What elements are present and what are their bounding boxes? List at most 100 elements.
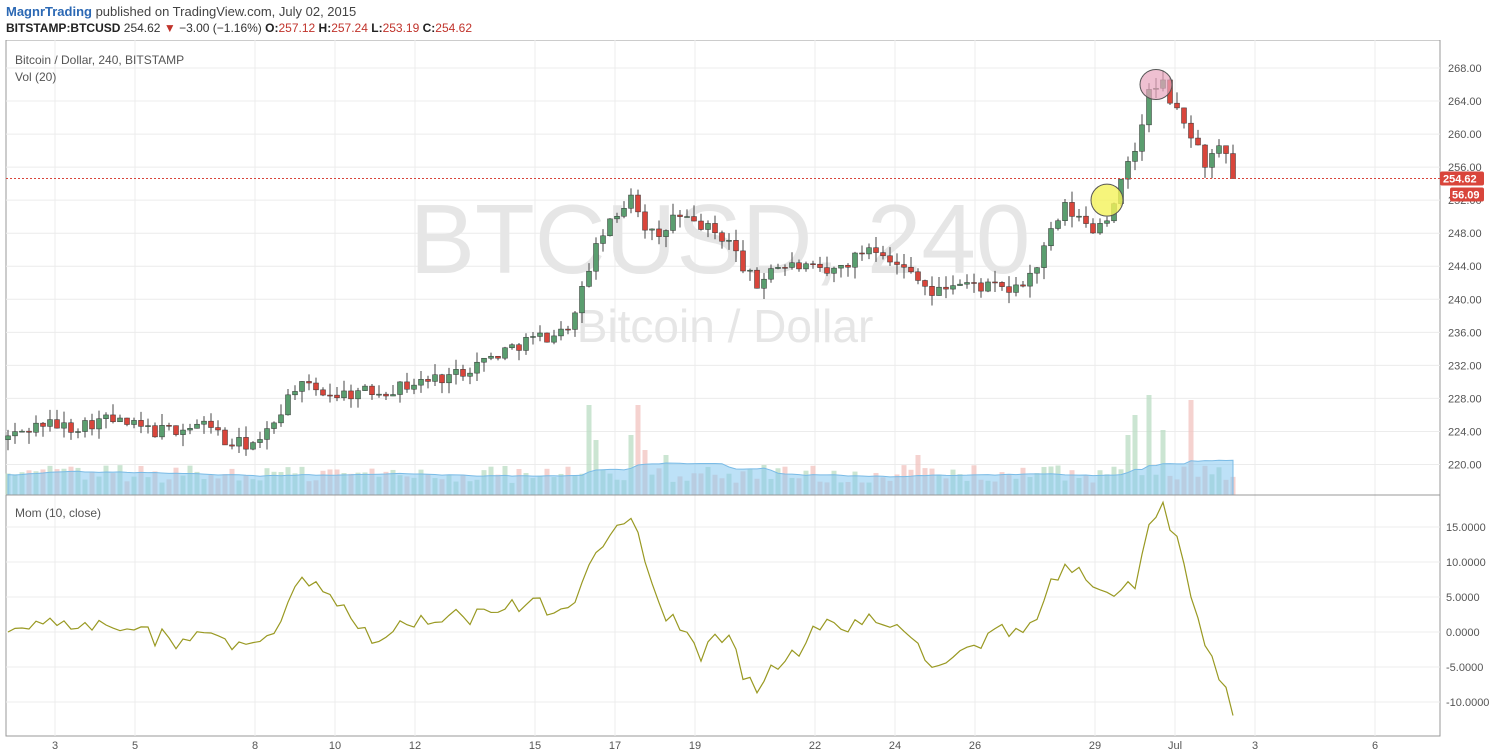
candle-body	[47, 419, 53, 427]
candle-body	[614, 216, 620, 220]
publish-text: published on TradingView.com, July 02, 2…	[95, 4, 357, 19]
time-tick-label: 29	[1089, 740, 1101, 751]
chart-area[interactable]: BTCUSD, 240 Bitcoin / Dollar 268.00264.0…	[0, 40, 1504, 751]
candle-body	[117, 417, 123, 423]
candle-body	[264, 428, 270, 440]
candle-body	[873, 247, 879, 253]
volume-bar	[1132, 415, 1138, 495]
candle-body	[1097, 223, 1103, 234]
candle-body	[649, 228, 655, 231]
candle-body	[593, 243, 599, 272]
candle-body	[684, 216, 690, 218]
candle-body	[789, 262, 795, 268]
candle-body	[481, 357, 487, 363]
candle-body	[313, 382, 319, 391]
price-tick-label: 268.00	[1448, 63, 1482, 75]
close-value: 254.62	[435, 21, 472, 35]
candle-body	[579, 286, 585, 314]
price-tick-label: 236.00	[1448, 327, 1482, 339]
price-axis[interactable]: 268.00264.00260.00256.00252.00248.00244.…	[1448, 63, 1482, 471]
candle-body	[418, 379, 424, 386]
candle-body	[89, 420, 95, 430]
candle-body	[838, 264, 844, 269]
price-tick-label: 248.00	[1448, 228, 1482, 240]
candle-body	[943, 286, 949, 290]
candle-body	[1090, 223, 1096, 234]
candle-body	[166, 425, 172, 427]
candle-body	[978, 282, 984, 292]
candle-body	[775, 267, 781, 269]
candle-body	[1216, 145, 1222, 154]
candle-body	[1181, 107, 1187, 124]
time-tick-label: 12	[409, 740, 421, 751]
candle-body	[180, 429, 186, 435]
volume-label: Vol (20)	[15, 70, 56, 84]
candle-body	[334, 394, 340, 399]
candle-body	[33, 422, 39, 433]
price-tick-label: 260.00	[1448, 129, 1482, 141]
price-tick-label: 256.00	[1448, 162, 1482, 174]
candle-body	[257, 439, 263, 443]
candle-body	[663, 230, 669, 237]
grid	[6, 40, 1440, 736]
author-link[interactable]: MagnrTrading	[6, 4, 92, 19]
candle-body	[740, 250, 746, 272]
candle-body	[502, 347, 508, 359]
candle-body	[152, 425, 158, 438]
time-tick-label: 3	[1252, 740, 1258, 751]
candle-body	[54, 419, 60, 429]
volume-bar	[1160, 430, 1166, 495]
candle-body	[1209, 153, 1215, 168]
price-tick-label: 232.00	[1448, 360, 1482, 372]
candle-body	[572, 312, 578, 330]
candle-body	[145, 425, 151, 427]
candle-body	[544, 332, 550, 343]
candle-body	[159, 425, 165, 438]
candle-body	[124, 417, 130, 425]
candle-body	[845, 264, 851, 268]
time-tick-label: 24	[889, 740, 901, 751]
candle-body	[1174, 102, 1180, 109]
candle-body	[1027, 272, 1033, 287]
candle-body	[712, 223, 718, 234]
candle-body	[474, 361, 480, 374]
momentum-tick-label: -5.0000	[1446, 662, 1483, 674]
momentum-tick-label: 10.0000	[1446, 557, 1486, 569]
candle-body	[964, 282, 970, 285]
candle-body	[495, 355, 501, 359]
time-tick-label: 3	[52, 740, 58, 751]
candle-body	[971, 282, 977, 284]
momentum-tick-label: 0.0000	[1446, 627, 1480, 639]
candlesticks	[5, 70, 1236, 456]
candle-body	[1202, 144, 1208, 168]
candle-body	[82, 420, 88, 432]
candle-body	[1223, 145, 1229, 154]
candle-body	[96, 418, 102, 430]
candle-body	[383, 393, 389, 397]
time-axis[interactable]: 3 5 8 10 12 15 17 19 22 24 26 29 Jul 3 6	[52, 740, 1378, 751]
candle-body	[1104, 220, 1110, 224]
candle-body	[1230, 153, 1236, 179]
momentum-tick-label: 15.0000	[1446, 522, 1486, 534]
candle-body	[1132, 151, 1138, 162]
candle-body	[19, 430, 25, 433]
candle-body	[950, 285, 956, 290]
candle-body	[215, 427, 221, 431]
candle-body	[446, 374, 452, 384]
momentum-axis[interactable]: 15.0000 10.0000 5.0000 0.0000 -5.0000 -10.000…	[1446, 522, 1489, 709]
candle-body	[621, 208, 627, 217]
candle-body	[1006, 286, 1012, 293]
candle-body	[733, 240, 739, 252]
candle-body	[565, 328, 571, 331]
candle-body	[292, 391, 298, 396]
candle-body	[369, 385, 375, 395]
watermark-name: Bitcoin / Dollar	[577, 300, 874, 352]
candle-body	[929, 286, 935, 296]
candle-body	[187, 428, 193, 431]
symbol-label[interactable]: BITSTAMP:BTCUSD	[6, 21, 121, 35]
candle-body	[782, 267, 788, 269]
candle-body	[61, 422, 67, 429]
candle-body	[600, 235, 606, 244]
candle-body	[985, 281, 991, 292]
candle-body	[754, 269, 760, 289]
